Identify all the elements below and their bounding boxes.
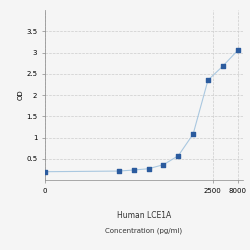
Point [162,163,166,167]
Text: Concentration (pg/ml): Concentration (pg/ml) [105,228,182,234]
Point [117,169,121,173]
Point [191,132,195,136]
Y-axis label: OD: OD [18,90,24,100]
Point [176,154,180,158]
Point [146,167,150,171]
Point [236,48,240,52]
Point [206,78,210,82]
Point [132,168,136,172]
Text: Human LCE1A: Human LCE1A [116,210,171,220]
Point [221,64,225,68]
Point [43,170,47,174]
